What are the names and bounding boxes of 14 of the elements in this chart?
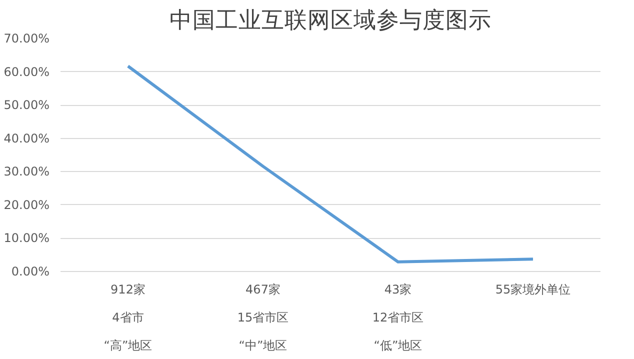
x-tick-label: 467家 15省市区 “中”地区 [237, 282, 289, 352]
y-tick-label: 20.00% [4, 198, 50, 212]
chart-title: 中国工业互联网区域参与度图示 [170, 8, 492, 34]
y-tick-label: 0.00% [11, 264, 50, 278]
y-tick-label: 30.00% [4, 164, 50, 179]
y-tick-label: 70.00% [4, 32, 50, 46]
y-tick-label: 50.00% [4, 98, 50, 112]
x-tick-label: 43家 12省市区 “低”地区 [372, 282, 424, 352]
x-tick-label: 912家 4省市 “高”地区 [104, 282, 152, 352]
y-tick-label: 10.00% [4, 231, 50, 246]
line-series [126, 64, 534, 264]
y-tick-label: 60.00% [4, 64, 50, 79]
y-tick-label: 40.00% [4, 131, 50, 146]
x-tick-label: 55家境外单位 [495, 282, 571, 296]
